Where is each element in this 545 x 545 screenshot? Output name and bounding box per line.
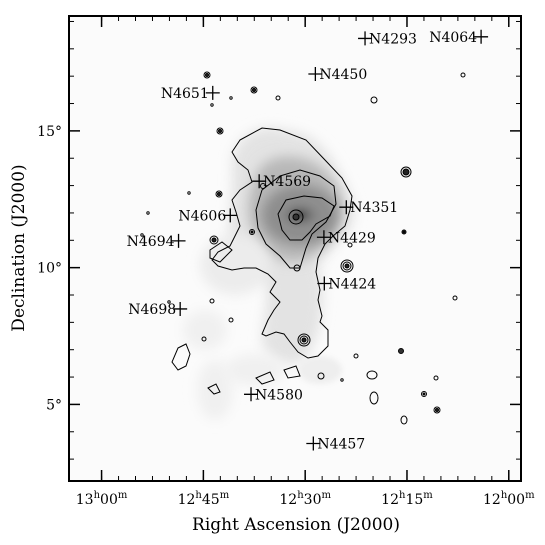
galaxy-label: N4651 xyxy=(161,86,209,102)
x-axis-label: Right Ascension (J2000) xyxy=(192,515,400,535)
galaxy-marker xyxy=(223,208,238,223)
galaxy-marker xyxy=(474,29,489,44)
x-tick-label: 12h30m xyxy=(279,490,331,508)
galaxy-marker xyxy=(173,301,188,316)
galaxy-label: N4293 xyxy=(369,31,417,47)
galaxy-marker xyxy=(339,200,354,215)
mid-contour xyxy=(255,169,337,269)
galaxy-n4569: N4569 xyxy=(252,174,311,190)
galaxy-n4651: N4651 xyxy=(161,86,220,102)
x-tick-label: 12h45m xyxy=(178,490,230,508)
axes: 13h00m 12h45m 12h30m 12h15m 12h00m 5° 10° 15° xyxy=(37,16,535,508)
galaxy-label: N4351 xyxy=(350,200,398,216)
galaxy-label: N4606 xyxy=(178,208,226,224)
galaxy-n4424: N4424 xyxy=(317,277,376,293)
y-axis-label: Declination (J2000) xyxy=(9,164,29,331)
plot-frame xyxy=(68,15,522,482)
galaxy-n4064: N4064 xyxy=(429,29,489,46)
galaxy-marker xyxy=(252,174,267,189)
y-tick-label: 10° xyxy=(37,261,62,277)
galaxy-n4606: N4606 xyxy=(178,208,238,224)
galaxy-label: N4450 xyxy=(319,67,367,83)
galaxy-label: N4457 xyxy=(317,437,365,453)
contours xyxy=(140,71,466,425)
galaxy-n4694: N4694 xyxy=(127,233,186,250)
outer-contour xyxy=(211,127,353,359)
galaxy-n4293: N4293 xyxy=(358,31,417,47)
galaxy-n4457: N4457 xyxy=(306,436,365,453)
galaxy-label: N4580 xyxy=(255,387,303,403)
galaxy-marker xyxy=(316,230,331,245)
galaxy-label: N4698 xyxy=(128,302,176,318)
galaxy-n4580: N4580 xyxy=(244,387,303,403)
x-tick-label: 12h15m xyxy=(381,490,433,508)
galaxy-marker xyxy=(308,66,323,81)
galaxy-markers: N4064 N4293 N4450 N4651 N4569 N4351 N4606 N4429… xyxy=(127,29,489,453)
galaxy-label: N4424 xyxy=(328,277,376,293)
inner-contour xyxy=(277,195,335,241)
galaxy-n4698: N4698 xyxy=(128,301,188,318)
galaxy-marker xyxy=(171,233,186,248)
galaxy-label: N4694 xyxy=(127,234,175,250)
galaxy-n4450: N4450 xyxy=(308,66,367,83)
galaxy-label: N4569 xyxy=(263,174,311,190)
galaxy-n4429: N4429 xyxy=(316,230,376,246)
galaxy-marker xyxy=(306,436,321,451)
x-tick-label: 13h00m xyxy=(76,490,128,508)
y-tick-label: 5° xyxy=(46,397,62,413)
galaxy-label: N4064 xyxy=(429,30,477,46)
galaxy-label: N4429 xyxy=(328,230,376,246)
galaxy-n4351: N4351 xyxy=(339,200,398,216)
galaxy-marker xyxy=(317,276,332,291)
y-tick-label: 15° xyxy=(37,124,62,140)
galaxy-marker xyxy=(244,387,259,402)
x-tick-label: 12h00m xyxy=(483,490,535,508)
galaxy-marker xyxy=(358,31,373,46)
galaxy-marker xyxy=(205,85,220,100)
